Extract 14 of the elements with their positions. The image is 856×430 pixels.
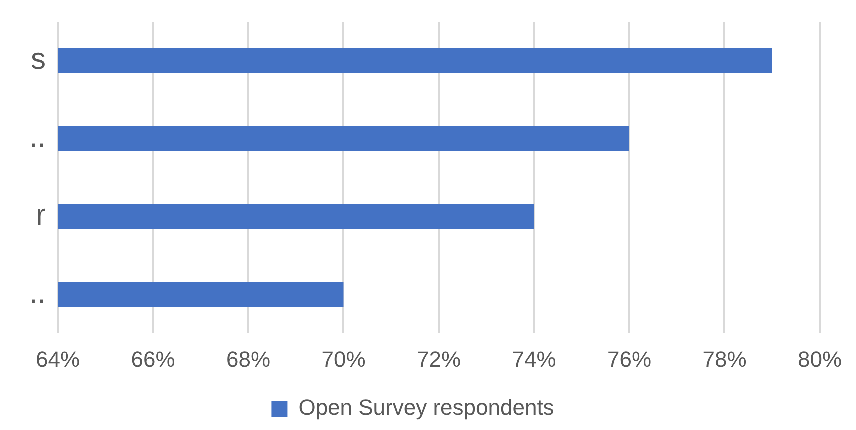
x-tick-label: 72% bbox=[416, 346, 462, 372]
x-tick-label: 66% bbox=[131, 346, 176, 372]
x-tick-label: 64% bbox=[36, 346, 80, 372]
x-tick-label: 78% bbox=[702, 346, 747, 372]
x-tick-label: 70% bbox=[322, 346, 366, 372]
x-tick-label: 68% bbox=[226, 346, 271, 372]
y-tick-label: .. bbox=[29, 121, 46, 154]
legend-label: Open Survey respondents bbox=[298, 395, 554, 420]
y-tick-label: .. bbox=[29, 276, 46, 310]
x-tick-label: 74% bbox=[512, 346, 556, 372]
y-tick-label: s bbox=[31, 43, 46, 76]
y-tick-label: r bbox=[36, 199, 46, 232]
x-tick-label: 76% bbox=[607, 346, 652, 372]
x-tick-label: 80% bbox=[798, 346, 842, 372]
